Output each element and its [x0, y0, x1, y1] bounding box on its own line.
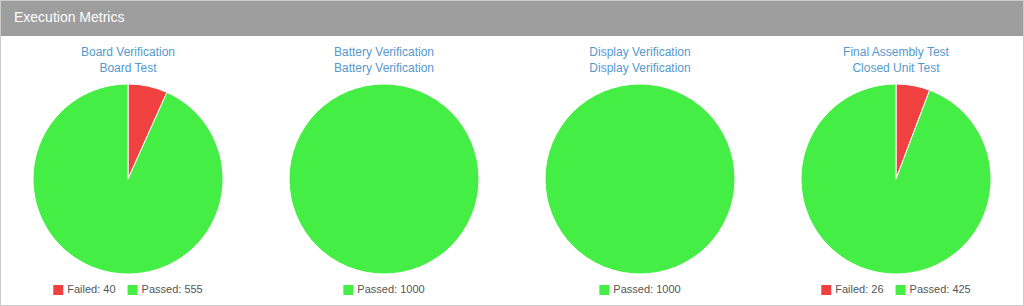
pie-slices [545, 84, 735, 274]
legend-label: Failed: 26 [835, 283, 883, 295]
pie-chart: Final Assembly Test Closed Unit Test Faile… [801, 45, 991, 295]
legend-swatch [53, 285, 63, 295]
pie-chart: Battery Verification Battery Verification… [289, 45, 479, 295]
legend: Failed: 40 Passed: 555 [53, 283, 202, 295]
chart-title: Display Verification [589, 45, 690, 59]
chart-title: Final Assembly Test [843, 45, 949, 59]
border [1, 1, 1024, 306]
legend-swatch [343, 285, 353, 295]
chart: Execution MetricsBoard VerificationBoard… [0, 0, 1024, 306]
legend-swatch [599, 285, 609, 295]
legend-item: Failed: 26 [821, 283, 883, 295]
chart-title: Board Verification [81, 45, 175, 59]
pie-slices [289, 84, 479, 274]
pie-slice [545, 84, 735, 274]
legend-item: Passed: 425 [896, 283, 971, 295]
legend-label: Failed: 40 [67, 283, 115, 295]
pie-slices [801, 84, 991, 274]
pie-slice [801, 84, 991, 274]
legend-swatch [128, 285, 138, 295]
legend-swatch [821, 285, 831, 295]
pie-slices [33, 84, 223, 274]
header-title: Execution Metrics [14, 9, 124, 25]
legend-item: Failed: 40 [53, 283, 115, 295]
chart-subtitle: Board Test [99, 61, 157, 75]
legend-label: Passed: 1000 [613, 283, 680, 295]
chart-subtitle: Closed Unit Test [852, 61, 940, 75]
chart-title: Battery Verification [334, 45, 434, 59]
chart-subtitle: Battery Verification [334, 61, 434, 75]
pie-slice [289, 84, 479, 274]
legend-item: Passed: 1000 [599, 283, 680, 295]
legend-label: Passed: 1000 [357, 283, 424, 295]
chart-subtitle: Display Verification [589, 61, 690, 75]
pie-slice [33, 84, 223, 274]
legend-label: Passed: 555 [142, 283, 203, 295]
header-bar [0, 0, 1024, 36]
legend-item: Passed: 1000 [343, 283, 424, 295]
legend: Passed: 1000 [343, 283, 424, 295]
legend-item: Passed: 555 [128, 283, 203, 295]
pie-chart: Display Verification Display Verification… [545, 45, 735, 295]
legend-label: Passed: 425 [910, 283, 971, 295]
legend: Passed: 1000 [599, 283, 680, 295]
legend: Failed: 26 Passed: 425 [821, 283, 970, 295]
pie-chart: Board Verification Board Test Failed: 40 Pa… [33, 45, 223, 295]
legend-swatch [896, 285, 906, 295]
